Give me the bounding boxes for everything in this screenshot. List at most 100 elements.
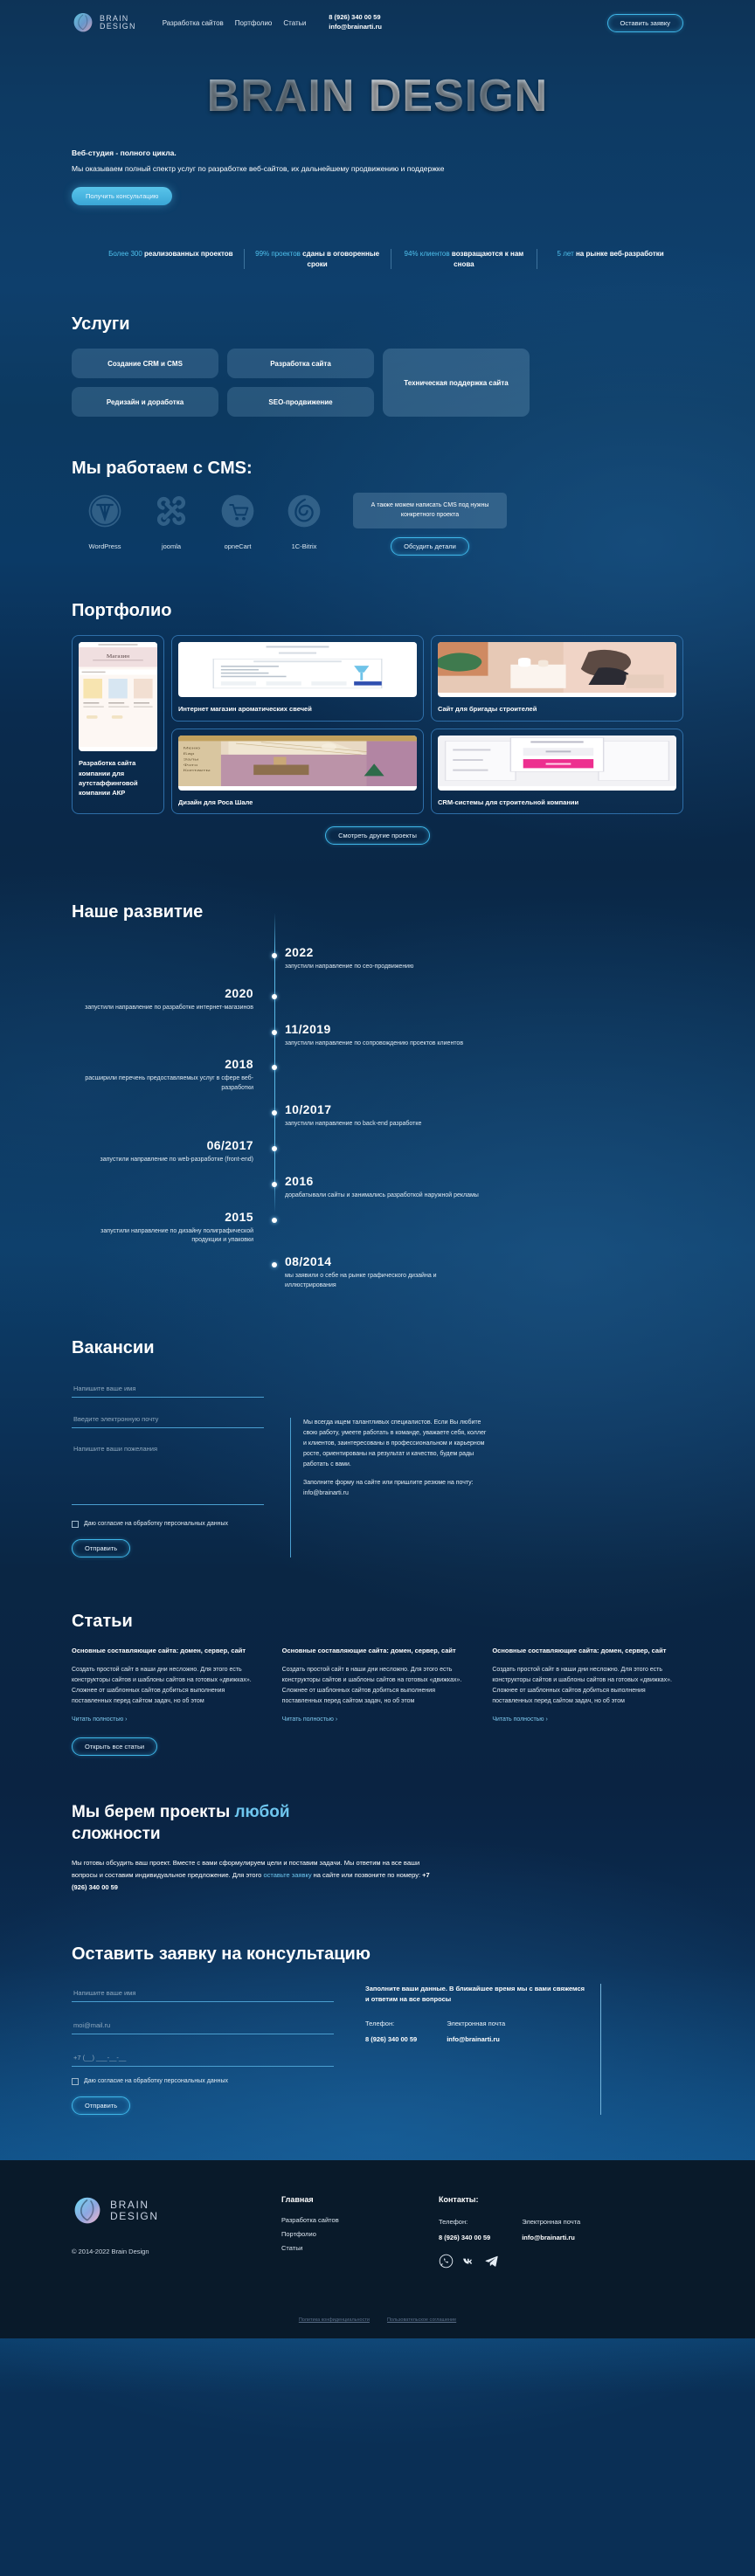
telegram-icon[interactable] <box>484 2254 499 2269</box>
nav-item-portfolio[interactable]: Портфолио <box>234 18 273 27</box>
vacancies-paragraph-2: Заполните форму на сайте или пришлите ре… <box>303 1480 474 1497</box>
timeline-year: 2015 <box>225 1209 253 1224</box>
timeline-desc: мы заявили о себе на рынке графического … <box>285 1273 437 1289</box>
request-email-block: Электронная почта info@brainarti.ru <box>447 2020 505 2043</box>
legal-privacy-link[interactable]: Политика конфиденциальности <box>298 2317 370 2324</box>
articles-section: Статьи Основные составляющие сайта: доме… <box>72 1557 683 1756</box>
cta-body-phone[interactable]: +7 (926) 340 00 59 <box>72 1870 430 1891</box>
opencart-icon <box>219 494 256 533</box>
timeline-content: 2018 расширили перечень предоставляемых … <box>72 1057 267 1094</box>
request-phone-value[interactable]: 8 (926) 340 00 59 <box>365 2035 418 2044</box>
footer-phone-value[interactable]: 8 (926) 340 00 59 <box>439 2234 491 2242</box>
timeline-item: 2018 расширили перечень предоставляемых … <box>72 1057 683 1094</box>
cta-body-1: Мы готовы обсудить ваш проект. Вместе с … <box>72 1858 420 1879</box>
header-cta-button[interactable]: Оставить заявку <box>606 13 683 32</box>
footer-brand: BRAIN DESIGN © 2014-2022 Brain Design <box>72 2195 281 2269</box>
service-tech-support[interactable]: Техническая поддержка сайта <box>383 349 530 418</box>
article-card[interactable]: Основные составляющие сайта: домен, серв… <box>72 1646 263 1724</box>
site-logo[interactable]: BRAIN DESIGN <box>72 11 136 34</box>
footer-link-razrabotka[interactable]: Разработка сайтов <box>281 2216 339 2225</box>
cms-item-joomla[interactable]: joomla <box>138 493 204 550</box>
cta-title-part1: Мы берем проекты <box>72 1802 235 1821</box>
cta-body-link[interactable]: оставьте заявку <box>263 1870 312 1879</box>
portfolio-card-akp[interactable]: Магазин <box>72 635 164 814</box>
vacancy-consent-checkbox[interactable] <box>72 1520 79 1528</box>
header-email[interactable]: info@brainarti.ru <box>329 23 382 31</box>
timeline-dot <box>272 1217 277 1223</box>
cms-discuss-button[interactable]: Обсудить детали <box>391 537 469 556</box>
vk-icon[interactable] <box>461 2254 476 2269</box>
request-consent-checkbox[interactable] <box>72 2077 79 2085</box>
request-submit-button[interactable]: Отправить <box>72 2096 131 2116</box>
whatsapp-icon[interactable] <box>439 2254 454 2269</box>
article-read-more-link[interactable]: Читать полностью › <box>492 1716 548 1723</box>
legal-terms-link[interactable]: Пользовательское соглашение <box>386 2317 457 2324</box>
vacancy-name-input[interactable] <box>72 1379 264 1398</box>
timeline-content: 08/2014 мы заявили о себе на рынке графи… <box>285 1254 481 1291</box>
portfolio-title: Портфолио <box>72 601 172 621</box>
brain-logo-icon <box>72 2195 103 2227</box>
footer-logo-line-1: BRAIN <box>110 2199 149 2212</box>
timeline-content: 2020 запустили направление по разработке… <box>72 986 267 1013</box>
article-card[interactable]: Основные составляющие сайта: домен, серв… <box>282 1646 474 1724</box>
footer-contacts-col: Контакты: Телефон: 8 (926) 340 00 59 Эле… <box>439 2195 580 2269</box>
portfolio-caption: CRM-системы для строительной компании <box>438 798 579 806</box>
portfolio-card-crm[interactable]: CRM-системы для строительной компании <box>431 728 683 814</box>
request-phone-input[interactable] <box>72 2048 334 2067</box>
footer-socials <box>439 2254 580 2269</box>
timeline-desc: запустили направление по web-разработке … <box>100 1156 253 1163</box>
hero-consult-button[interactable]: Получить консультацию <box>72 187 173 206</box>
request-consent-label: Даю согласие на обработку персональных д… <box>84 2077 228 2084</box>
articles-all-button[interactable]: Открыть все статьи <box>72 1737 158 1756</box>
portfolio-grid: Магазин <box>72 635 683 814</box>
portfolio-thumb <box>438 642 676 698</box>
vacancy-message-input[interactable] <box>72 1440 264 1505</box>
article-read-more-link[interactable]: Читать полностью › <box>281 1716 338 1723</box>
vacancies-form: Даю согласие на обработку персональных д… <box>72 1379 264 1558</box>
footer-link-portfolio[interactable]: Портфолио <box>281 2230 316 2239</box>
cms-item-wordpress[interactable]: WordPress <box>72 493 138 550</box>
stat-item: 5 лет на рынке веб-разработки <box>537 249 683 269</box>
articles-grid: Основные составляющие сайта: домен, серв… <box>72 1646 683 1724</box>
service-crm-cms[interactable]: Создание CRM и CMS <box>72 349 218 379</box>
timeline-section: Наше развитие 2022 запустили направление… <box>72 845 683 1291</box>
timeline-desc: расширили перечень предоставляемых услуг… <box>85 1075 253 1092</box>
article-body: Создать простой сайт в наши дни несложно… <box>72 1666 252 1705</box>
cms-item-opencart[interactable]: opneCart <box>204 493 271 550</box>
vacancy-submit-button[interactable]: Отправить <box>72 1539 131 1558</box>
timeline-axis <box>274 912 275 1213</box>
article-card[interactable]: Основные составляющие сайта: домен, серв… <box>492 1646 683 1724</box>
portfolio-caption: Интернет магазин ароматических свечей <box>178 705 312 714</box>
portfolio-card-candles[interactable]: Интернет магазин ароматических свечей <box>171 635 424 722</box>
cms-item-bitrix[interactable]: 1C-Bitrix <box>271 493 337 550</box>
service-seo[interactable]: SEO-продвижение <box>227 387 374 418</box>
request-name-input[interactable] <box>72 1984 334 2002</box>
header-phone[interactable]: 8 (926) 340 00 59 <box>329 13 381 22</box>
footer-nav-title: Главная <box>281 2195 314 2205</box>
portfolio-card-rosa-chalet[interactable]: Меню Бар Залы Фото Контакты <box>171 728 424 814</box>
cms-note: А также можем написать CMS под нужны кон… <box>353 493 507 529</box>
article-read-more-link[interactable]: Читать полностью › <box>72 1716 128 1723</box>
service-site-development[interactable]: Разработка сайта <box>227 349 374 379</box>
footer-link-stati[interactable]: Статьи <box>281 2244 303 2253</box>
vacancies-title: Вакансии <box>72 1337 155 1357</box>
cms-name: opneCart <box>224 542 252 551</box>
nav-item-razrabotka[interactable]: Разработка сайтов <box>162 18 224 27</box>
footer-logo[interactable]: BRAIN DESIGN <box>72 2195 281 2227</box>
vacancy-email-input[interactable] <box>72 1410 264 1428</box>
portfolio-more-button[interactable]: Смотреть другие проекты <box>325 825 430 845</box>
portfolio-caption: Дизайн для Роса Шале <box>178 798 253 806</box>
request-email-value[interactable]: info@brainarti.ru <box>447 2035 500 2044</box>
service-redesign[interactable]: Редизайн и доработка <box>72 387 218 418</box>
footer-email-value[interactable]: info@brainarti.ru <box>522 2234 575 2242</box>
portfolio-card-builders[interactable]: Сайт для бригады строителей <box>431 635 683 722</box>
brain-logo-icon <box>72 11 94 34</box>
nav-item-stati[interactable]: Статьи <box>283 18 307 27</box>
cms-name: 1C-Bitrix <box>291 542 317 551</box>
timeline-content: 11/2019 запустили направление по сопрово… <box>285 1022 481 1049</box>
svg-text:Бар: Бар <box>184 752 195 755</box>
footer-logo-line-2: DESIGN <box>110 2210 159 2223</box>
cta-title-highlight: любой <box>234 1802 290 1821</box>
vacancies-paragraph-1: Мы всегда ищем талантливых специалистов.… <box>303 1419 487 1468</box>
request-email-input[interactable] <box>72 2016 334 2034</box>
